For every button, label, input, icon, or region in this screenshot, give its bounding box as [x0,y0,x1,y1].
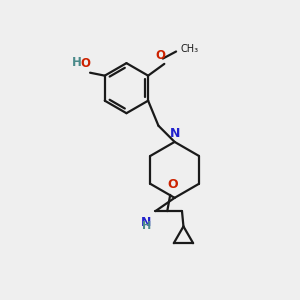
Text: O: O [155,49,165,62]
Text: H: H [72,56,82,69]
Text: O: O [168,178,178,191]
Text: O: O [81,57,91,70]
Text: N: N [169,127,180,140]
Text: CH₃: CH₃ [181,44,199,54]
Text: H: H [142,220,151,230]
Text: N: N [141,215,151,229]
